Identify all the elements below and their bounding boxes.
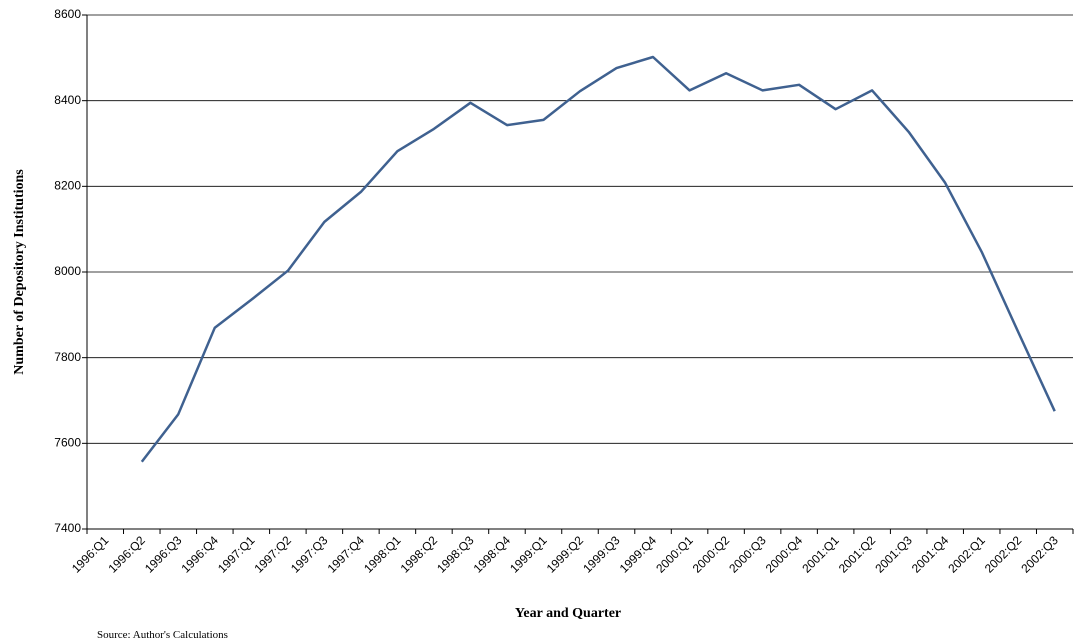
x-axis-title: Year and Quarter [515,606,621,621]
x-tick-label: 2000:Q3 [726,533,769,576]
x-tick-label: 1996:Q4 [178,533,221,576]
x-tick-label: 1997:Q4 [325,533,368,576]
y-tick-label: 8200 [54,179,81,193]
y-tick-label: 7600 [54,436,81,450]
x-tick-label: 2000:Q2 [690,533,733,576]
x-tick-label: 2002:Q1 [945,533,988,576]
x-tick-label: 2001:Q3 [872,533,915,576]
x-tick-label: 1996:Q1 [69,533,112,576]
x-tick-label: 1998:Q3 [434,533,477,576]
y-tick-label: 7400 [54,521,81,535]
x-tick-label: 1999:Q3 [580,533,623,576]
x-tick-label: 1999:Q2 [544,533,587,576]
x-tick-label: 2000:Q1 [653,533,696,576]
y-tick-label: 8000 [54,264,81,278]
x-tick-label: 2002:Q3 [1018,533,1061,576]
x-tick-label: 2001:Q1 [799,533,842,576]
x-tick-label: 1998:Q1 [361,533,404,576]
x-tick-label: 1997:Q2 [252,533,295,576]
x-tick-label: 2002:Q2 [982,533,1025,576]
x-tick-label: 1996:Q2 [105,533,148,576]
x-tick-label: 1999:Q1 [507,533,550,576]
x-tick-label: 2001:Q4 [909,533,952,576]
y-tick-label: 7800 [54,350,81,364]
x-tick-label: 1997:Q1 [215,533,258,576]
x-tick-label: 1996:Q3 [142,533,185,576]
y-axis-title: Number of Depository Institutions [12,169,27,375]
x-tick-label: 1998:Q4 [471,533,514,576]
y-tick-label: 8400 [54,93,81,107]
y-tick-label: 8600 [54,7,81,21]
data-line [140,55,1056,463]
x-tick-label: 2000:Q4 [763,533,806,576]
x-tick-label: 1998:Q2 [398,533,441,576]
x-tick-label: 2001:Q2 [836,533,879,576]
x-tick-label: 1997:Q3 [288,533,331,576]
x-tick-label: 1999:Q4 [617,533,660,576]
source-note: Source: Author's Calculations [97,629,228,641]
